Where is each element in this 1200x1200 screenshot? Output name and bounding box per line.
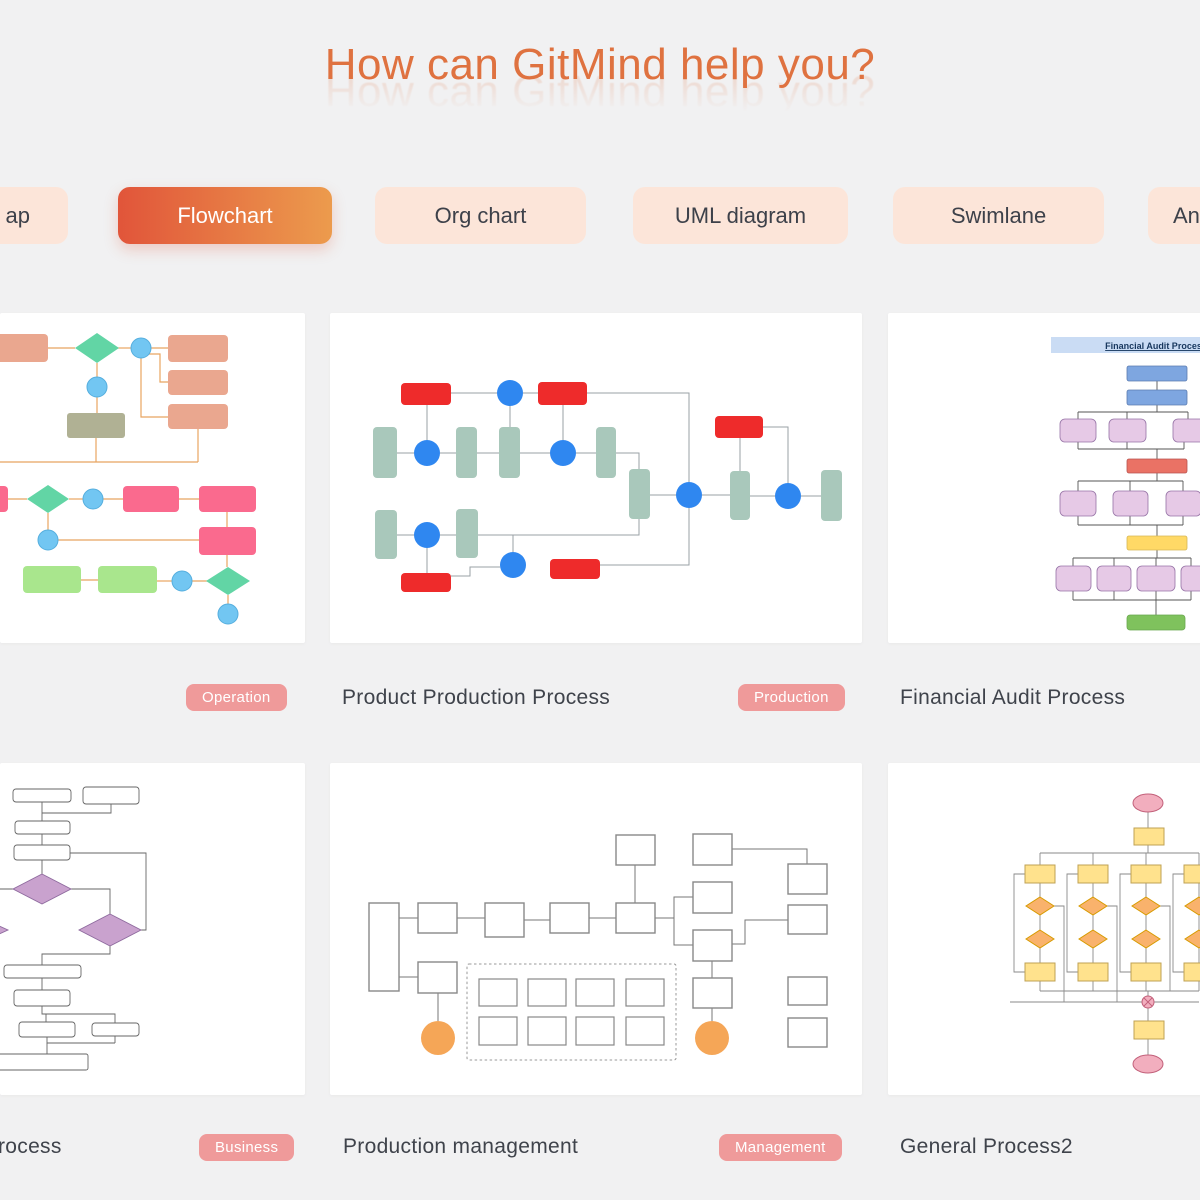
card-title-product-production-process: Product Production Process <box>342 686 611 709</box>
card-title-financial-audit-process: Financial Audit Process <box>900 686 1126 709</box>
card-title-production-management: Production management <box>343 1135 579 1158</box>
category-badge-management: Management <box>719 1134 842 1161</box>
page-title-reflection: How can GitMind help you? <box>324 67 876 116</box>
production-management-thumbnail <box>368 833 828 1061</box>
template-card-operation[interactable] <box>0 313 305 643</box>
product-production-thumbnail <box>373 380 842 592</box>
template-card-business-process[interactable] <box>0 763 305 1095</box>
financial-audit-diagram-title: Financial Audit Process <box>1105 341 1200 351</box>
page-title: How can GitMind help you? <box>324 40 876 89</box>
template-card-financial-audit-process[interactable]: Financial Audit Process <box>888 313 1200 643</box>
template-card-production-management[interactable] <box>330 763 862 1095</box>
tab-analysis[interactable]: An <box>1148 187 1200 244</box>
category-badge-operation: Operation <box>186 684 287 711</box>
business-process-thumbnail <box>0 786 147 1071</box>
tab-uml-diagram[interactable]: UML diagram <box>633 187 848 244</box>
financial-audit-thumbnail: Financial Audit Process <box>1051 337 1200 631</box>
template-card-general-process2[interactable] <box>888 763 1200 1095</box>
section-heading: How can GitMind help you? How can GitMin… <box>0 40 1200 160</box>
general-process2-thumbnail <box>1010 793 1200 1074</box>
tab-org-chart[interactable]: Org chart <box>375 187 586 244</box>
card-title-general-process2: General Process2 <box>900 1135 1073 1158</box>
operation-flowchart-thumbnail <box>0 333 256 625</box>
category-badge-business: Business <box>199 1134 295 1161</box>
template-card-product-production-process[interactable] <box>330 313 862 643</box>
process-columns <box>1013 864 1200 1002</box>
tab-swimlane[interactable]: Swimlane <box>893 187 1104 244</box>
tab-mind-map[interactable]: ap <box>0 187 68 244</box>
card-title-business-process-fragment: rocess <box>0 1135 62 1158</box>
tab-flowchart[interactable]: Flowchart <box>118 187 332 244</box>
category-badge-production: Production <box>738 684 845 711</box>
